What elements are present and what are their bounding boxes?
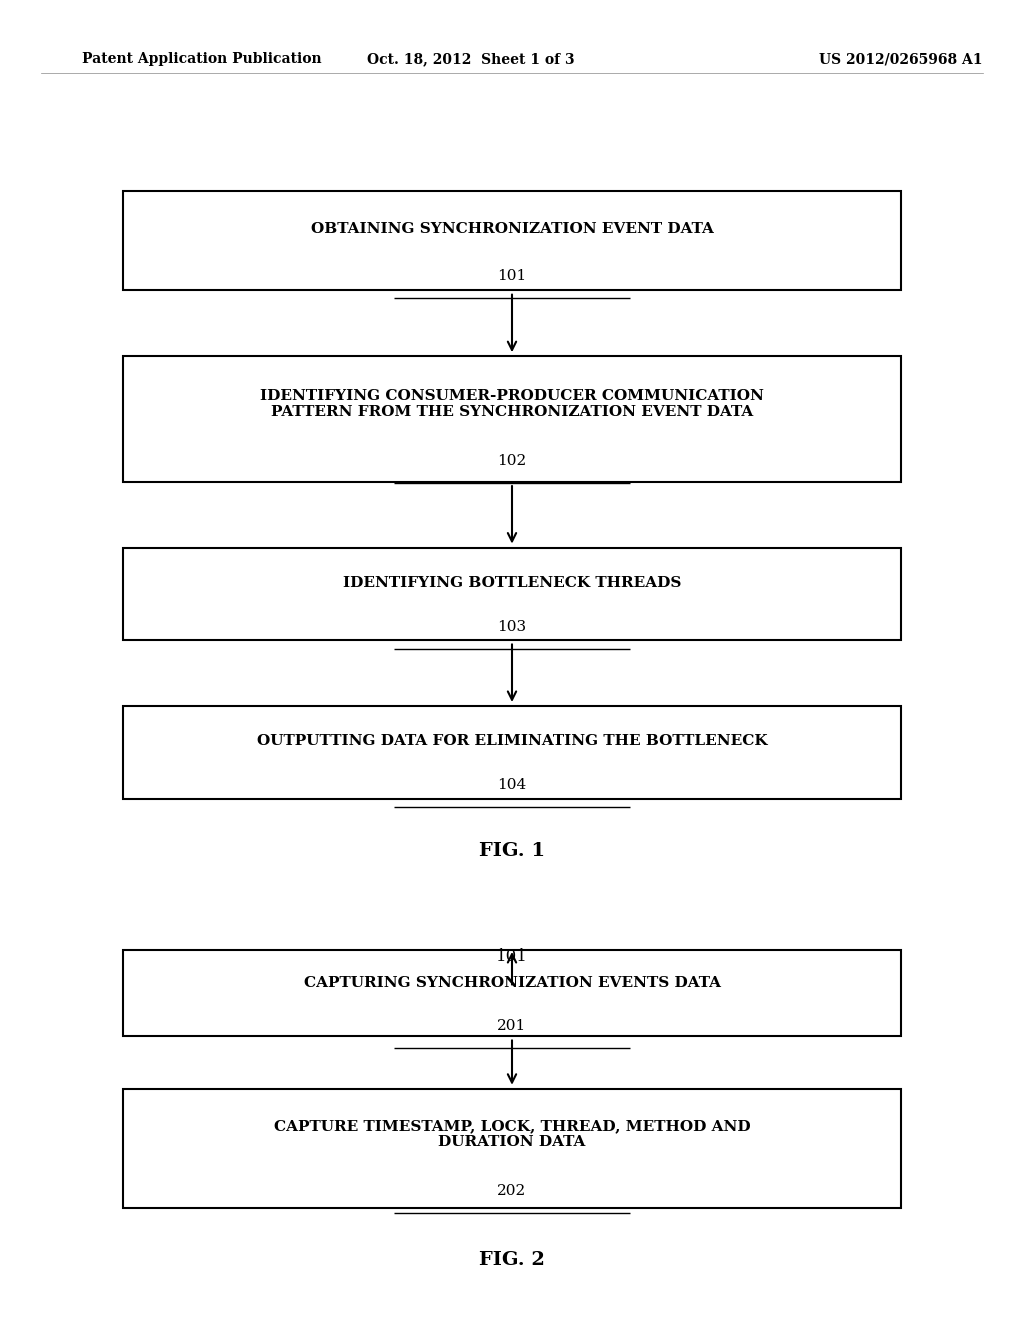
FancyBboxPatch shape xyxy=(123,1089,901,1208)
Text: US 2012/0265968 A1: US 2012/0265968 A1 xyxy=(819,53,983,66)
Text: CAPTURING SYNCHRONIZATION EVENTS DATA: CAPTURING SYNCHRONIZATION EVENTS DATA xyxy=(303,975,721,990)
Text: 104: 104 xyxy=(498,779,526,792)
Text: 101: 101 xyxy=(496,948,528,965)
FancyBboxPatch shape xyxy=(123,191,901,290)
Text: IDENTIFYING BOTTLENECK THREADS: IDENTIFYING BOTTLENECK THREADS xyxy=(343,576,681,590)
Text: CAPTURE TIMESTAMP, LOCK, THREAD, METHOD AND
DURATION DATA: CAPTURE TIMESTAMP, LOCK, THREAD, METHOD … xyxy=(273,1119,751,1150)
Text: OUTPUTTING DATA FOR ELIMINATING THE BOTTLENECK: OUTPUTTING DATA FOR ELIMINATING THE BOTT… xyxy=(257,734,767,748)
Text: Patent Application Publication: Patent Application Publication xyxy=(82,53,322,66)
Text: FIG. 1: FIG. 1 xyxy=(479,842,545,861)
Text: OBTAINING SYNCHRONIZATION EVENT DATA: OBTAINING SYNCHRONIZATION EVENT DATA xyxy=(310,222,714,236)
Text: 103: 103 xyxy=(498,620,526,634)
Text: FIG. 2: FIG. 2 xyxy=(479,1251,545,1270)
Text: Oct. 18, 2012  Sheet 1 of 3: Oct. 18, 2012 Sheet 1 of 3 xyxy=(368,53,574,66)
FancyBboxPatch shape xyxy=(123,706,901,799)
Text: IDENTIFYING CONSUMER-PRODUCER COMMUNICATION
PATTERN FROM THE SYNCHRONIZATION EVE: IDENTIFYING CONSUMER-PRODUCER COMMUNICAT… xyxy=(260,389,764,420)
FancyBboxPatch shape xyxy=(123,950,901,1036)
FancyBboxPatch shape xyxy=(123,356,901,482)
Text: 101: 101 xyxy=(498,269,526,282)
Text: 102: 102 xyxy=(498,454,526,469)
Text: 202: 202 xyxy=(498,1184,526,1199)
FancyBboxPatch shape xyxy=(123,548,901,640)
Text: 201: 201 xyxy=(498,1019,526,1034)
